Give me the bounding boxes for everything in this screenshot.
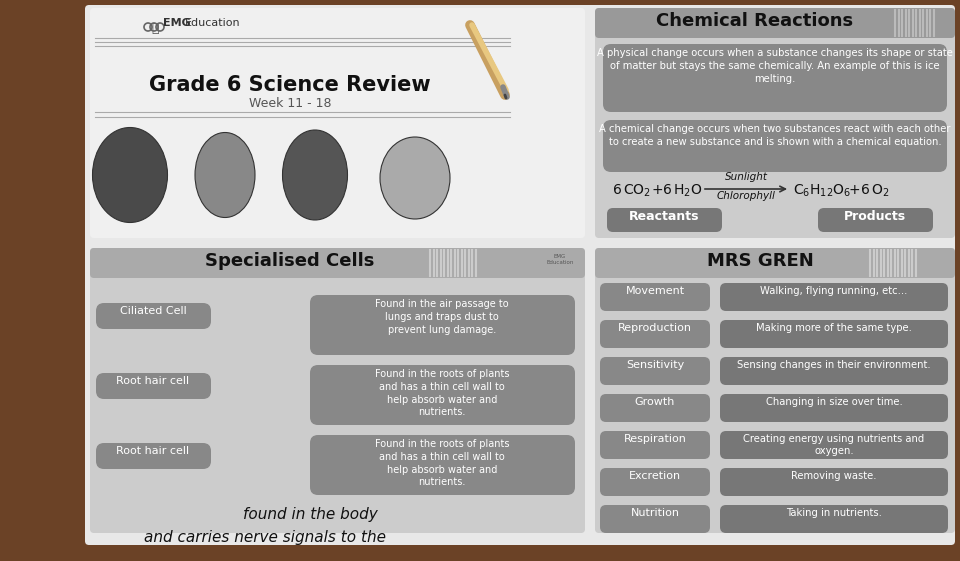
Text: Products: Products <box>844 210 906 223</box>
FancyBboxPatch shape <box>595 8 955 238</box>
Text: $+$: $+$ <box>848 183 860 197</box>
FancyBboxPatch shape <box>310 295 575 355</box>
Text: Education: Education <box>185 18 241 28</box>
Text: Walking, flying running, etc...: Walking, flying running, etc... <box>760 286 908 296</box>
FancyBboxPatch shape <box>90 248 585 278</box>
FancyBboxPatch shape <box>310 435 575 495</box>
Text: A physical change occurs when a substance changes its shape or state
of matter b: A physical change occurs when a substanc… <box>597 48 953 84</box>
Text: Sensing changes in their environment.: Sensing changes in their environment. <box>737 360 931 370</box>
Text: Chlorophyll: Chlorophyll <box>716 191 776 201</box>
Text: Reproduction: Reproduction <box>618 323 692 333</box>
Text: and carries nerve signals to the: and carries nerve signals to the <box>144 530 386 545</box>
Text: $6\,\mathrm{CO_2}$: $6\,\mathrm{CO_2}$ <box>612 183 651 199</box>
Text: Growth: Growth <box>635 397 675 407</box>
Ellipse shape <box>195 132 255 218</box>
FancyBboxPatch shape <box>603 120 947 172</box>
FancyBboxPatch shape <box>720 468 948 496</box>
FancyBboxPatch shape <box>595 8 955 38</box>
Text: $+$: $+$ <box>651 183 663 197</box>
FancyBboxPatch shape <box>595 248 955 278</box>
FancyBboxPatch shape <box>310 365 575 425</box>
Text: Found in the roots of plants
and has a thin cell wall to
help absorb water and
n: Found in the roots of plants and has a t… <box>374 439 509 488</box>
Text: Creating energy using nutrients and
oxygen.: Creating energy using nutrients and oxyg… <box>743 434 924 457</box>
Text: Nutrition: Nutrition <box>631 508 680 518</box>
FancyBboxPatch shape <box>96 373 211 399</box>
Text: $\mathrm{C_6H_{12}O_6}$: $\mathrm{C_6H_{12}O_6}$ <box>793 183 852 199</box>
FancyBboxPatch shape <box>720 357 948 385</box>
Text: Found in the air passage to
lungs and traps dust to
prevent lung damage.: Found in the air passage to lungs and tr… <box>375 299 509 334</box>
FancyBboxPatch shape <box>818 208 933 232</box>
Text: A chemical change occurs when two substances react with each other
to create a n: A chemical change occurs when two substa… <box>599 124 950 147</box>
Text: Ⓞ: Ⓞ <box>152 22 158 35</box>
FancyBboxPatch shape <box>720 431 948 459</box>
Ellipse shape <box>380 137 450 219</box>
FancyBboxPatch shape <box>720 320 948 348</box>
Text: Root hair cell: Root hair cell <box>116 376 189 386</box>
Text: MRS GREN: MRS GREN <box>707 252 813 270</box>
Text: found in the body: found in the body <box>243 507 377 522</box>
Text: Chemical Reactions: Chemical Reactions <box>657 12 853 30</box>
FancyBboxPatch shape <box>607 208 722 232</box>
Text: EMG
Education: EMG Education <box>546 254 574 265</box>
Text: Making more of the same type.: Making more of the same type. <box>756 323 912 333</box>
Text: Found in the roots of plants
and has a thin cell wall to
help absorb water and
n: Found in the roots of plants and has a t… <box>374 369 509 417</box>
Text: Root hair cell: Root hair cell <box>116 446 189 456</box>
Text: Week 11 - 18: Week 11 - 18 <box>249 97 331 110</box>
Text: Movement: Movement <box>625 286 684 296</box>
FancyBboxPatch shape <box>600 505 710 533</box>
Text: Respiration: Respiration <box>624 434 686 444</box>
Text: Removing waste.: Removing waste. <box>791 471 876 481</box>
Text: Changing in size over time.: Changing in size over time. <box>766 397 902 407</box>
FancyBboxPatch shape <box>85 5 955 545</box>
FancyBboxPatch shape <box>600 357 710 385</box>
Text: Ciliated Cell: Ciliated Cell <box>120 306 186 316</box>
FancyBboxPatch shape <box>90 248 585 533</box>
FancyBboxPatch shape <box>600 431 710 459</box>
FancyBboxPatch shape <box>600 468 710 496</box>
FancyBboxPatch shape <box>720 394 948 422</box>
FancyBboxPatch shape <box>603 44 947 112</box>
Text: Taking in nutrients.: Taking in nutrients. <box>786 508 882 518</box>
Text: Sensitivity: Sensitivity <box>626 360 684 370</box>
FancyBboxPatch shape <box>720 283 948 311</box>
Text: Reactants: Reactants <box>629 210 699 223</box>
Text: Grade 6 Science Review: Grade 6 Science Review <box>149 75 431 95</box>
FancyBboxPatch shape <box>600 283 710 311</box>
FancyBboxPatch shape <box>595 248 955 533</box>
Ellipse shape <box>92 127 167 223</box>
Ellipse shape <box>282 130 348 220</box>
FancyBboxPatch shape <box>96 303 211 329</box>
FancyBboxPatch shape <box>600 320 710 348</box>
Text: Specialised Cells: Specialised Cells <box>205 252 374 270</box>
FancyBboxPatch shape <box>600 394 710 422</box>
Text: Excretion: Excretion <box>629 471 681 481</box>
Text: Sunlight: Sunlight <box>725 172 767 182</box>
Text: $6\,\mathrm{O_2}$: $6\,\mathrm{O_2}$ <box>860 183 889 199</box>
FancyBboxPatch shape <box>90 8 585 238</box>
Text: EMG: EMG <box>163 18 191 28</box>
Text: $6\,\mathrm{H_2O}$: $6\,\mathrm{H_2O}$ <box>662 183 703 199</box>
FancyBboxPatch shape <box>720 505 948 533</box>
FancyBboxPatch shape <box>96 443 211 469</box>
